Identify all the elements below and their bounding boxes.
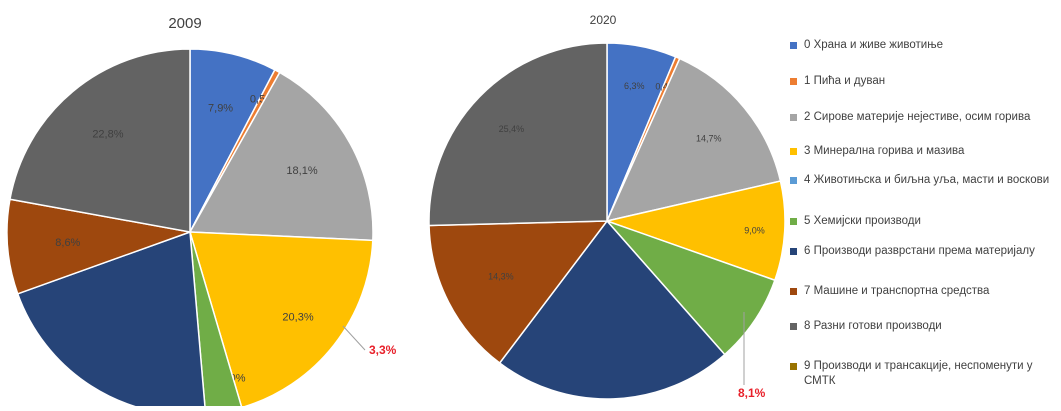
legend-item-5: 5 Хемијски производи xyxy=(790,214,1059,229)
legend-swatch xyxy=(790,177,797,184)
legend-swatch xyxy=(790,248,797,255)
legend-label: 3 Минерална горива и мазива xyxy=(804,145,965,157)
legend-swatch xyxy=(790,114,797,121)
data-label: 20,3% xyxy=(282,312,313,324)
legend-label: 4 Животињска и биљна уља, масти и восков… xyxy=(804,174,1050,186)
pie-slice-2 xyxy=(188,71,374,242)
data-label: 25,4% xyxy=(499,124,525,134)
pie-slice-7 xyxy=(6,198,193,295)
legend-label: 9 Производи и трансакције, неспоменути у… xyxy=(804,360,1033,387)
legend-label: 0 Храна и живе животиње xyxy=(804,39,943,51)
pie-slice-5 xyxy=(604,219,776,356)
legend-label: 8 Разни готови производи xyxy=(804,320,942,332)
pie-slice-6 xyxy=(16,230,207,411)
chart-title: 2020 xyxy=(590,13,617,27)
data-label: 8,6% xyxy=(55,237,80,249)
data-label: 9,0% xyxy=(744,225,765,235)
pie-slice-8 xyxy=(428,42,608,227)
legend-item-3: 3 Минерална горива и мазива xyxy=(790,144,1059,159)
data-label-highlight: 3,3% xyxy=(369,343,397,357)
data-label: 6,3% xyxy=(624,81,645,91)
legend-item-1: 1 Пића и дуван xyxy=(790,74,1059,89)
legend-item-9: 9 Производи и трансакције, неспоменути у… xyxy=(790,359,1059,389)
pie-slice-3 xyxy=(188,231,374,409)
data-label: 7,9% xyxy=(208,103,233,115)
legend-label: 5 Хемијски производи xyxy=(804,215,921,227)
legend-swatch xyxy=(790,323,797,330)
legend-label: 2 Сирове материје нејестиве, осим горива xyxy=(804,111,1031,123)
legend-item-7: 7 Машине и транспортна средства xyxy=(790,284,1059,299)
legend-label: 1 Пића и дуван xyxy=(804,75,886,87)
legend-item-6: 6 Производи разврстани према материјалу xyxy=(790,244,1059,259)
data-label: 22,8% xyxy=(92,129,123,141)
legend-item-2: 2 Сирове материје нејестиве, осим горива xyxy=(790,110,1059,125)
legend-item-4: 4 Животињска и биљна уља, масти и восков… xyxy=(790,173,1059,188)
legend-label: 7 Машине и транспортна средства xyxy=(804,285,990,297)
legend-item-0: 0 Храна и живе животиње xyxy=(790,38,1059,53)
data-label-highlight: 8,1% xyxy=(738,386,766,400)
pie-slice-6 xyxy=(498,219,726,400)
legend-swatch xyxy=(790,363,797,370)
pie-slice-7 xyxy=(428,220,609,365)
leader-line xyxy=(342,325,366,351)
data-label: 0,4% xyxy=(655,81,676,91)
data-label: 18,1% xyxy=(286,165,317,177)
data-label: 14,3% xyxy=(488,271,514,281)
pie-slice-2 xyxy=(605,57,782,223)
pie-slice-8 xyxy=(9,48,191,233)
pie-slice-3 xyxy=(604,180,786,282)
legend-item-8: 8 Разни готови производи xyxy=(790,319,1059,334)
legend-swatch xyxy=(790,42,797,49)
data-label: 14,7% xyxy=(696,133,722,143)
legend-swatch xyxy=(790,288,797,295)
legend-label: 6 Производи разврстани према материјалу xyxy=(804,245,1035,257)
legend-swatch xyxy=(790,78,797,85)
pie-chart-2020: 2020 6,3% 0,4% 14,7% 9,0% 14,3% 25,4% 8,1% xyxy=(428,13,786,400)
chart-title: 2009 xyxy=(168,15,201,32)
legend-swatch xyxy=(790,148,797,155)
legend-swatch xyxy=(790,218,797,225)
